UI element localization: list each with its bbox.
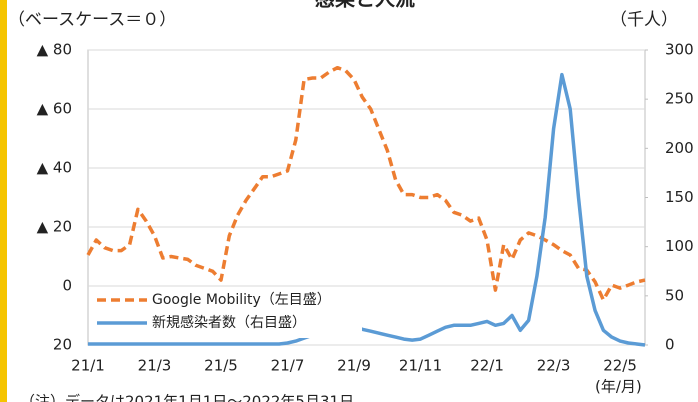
series-line	[86, 65, 646, 302]
side-bar	[0, 0, 7, 402]
x-tick-label: 21/9	[337, 357, 371, 375]
y2-tick-label: 300	[665, 41, 694, 59]
x-tick-label: 22/3	[537, 357, 571, 375]
x-tick-label: 21/11	[399, 357, 442, 375]
y2-axis-label: （千人）	[610, 10, 678, 30]
y-tick-label: 0	[62, 277, 72, 295]
y-tick-label: ▲ 60	[37, 100, 72, 118]
x-tick-label: 21/3	[138, 357, 172, 375]
legend-box	[92, 288, 362, 338]
x-tick-label: 22/5	[603, 357, 637, 375]
y2-tick-label: 0	[665, 336, 675, 354]
x-tick-label: 21/5	[204, 357, 238, 375]
y-axis-label: （ベースケース＝０）	[8, 10, 176, 30]
y-tick-label: 20	[53, 336, 72, 354]
y2-tick-label: 100	[665, 237, 694, 255]
legend-label: Google Mobility（左目盛）	[152, 292, 331, 308]
y-tick-label: ▲ 80	[37, 41, 72, 59]
x-tick-label: 21/1	[71, 357, 105, 375]
y2-tick-label: 150	[665, 188, 694, 206]
x-tick-label: 21/7	[271, 357, 305, 375]
note: （注）データは2021年1月1日～2022年5月31日	[20, 393, 354, 402]
x-axis-label: (年/月)	[595, 378, 642, 396]
y2-tick-label: 200	[665, 139, 694, 157]
legend-label: 新規感染者数（右目盛）	[152, 314, 306, 331]
series-line	[88, 72, 646, 347]
y-tick-label: ▲ 20	[37, 218, 72, 236]
y-tick-label: ▲ 40	[37, 159, 72, 177]
x-tick-label: 22/1	[470, 357, 504, 375]
y2-tick-label: 50	[665, 286, 684, 304]
y2-tick-label: 250	[665, 90, 694, 108]
chart-title: 感染と人流	[315, 0, 415, 11]
